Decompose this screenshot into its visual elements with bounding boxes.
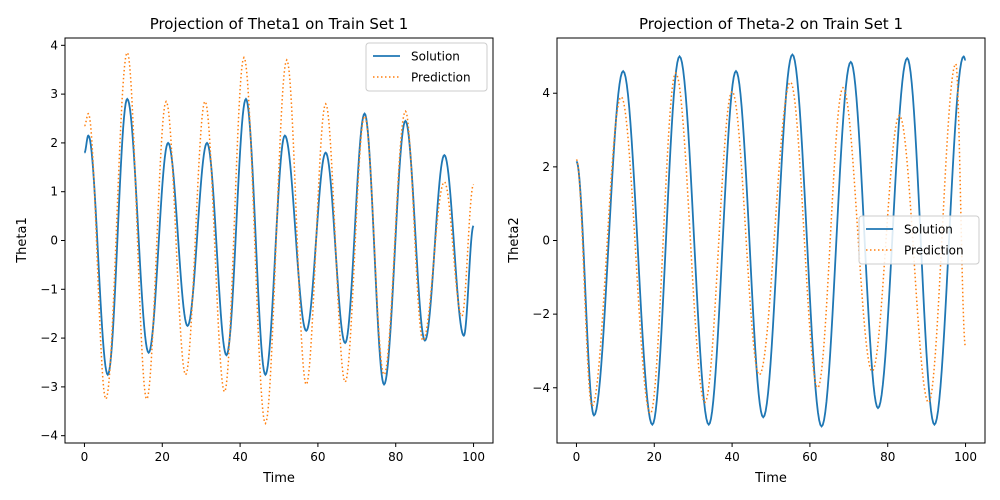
theta1-ticks: 0 20 40 60 80 100 −4 −3 −2 −1 0 1 2 3 4 [40, 38, 485, 464]
theta1-y-tick-label: 2 [50, 136, 58, 150]
theta1-chart: Projection of Theta1 on Train Set 1 Time… [15, 15, 494, 486]
theta2-x-tick-label: 80 [880, 450, 895, 464]
theta2-y-tick-label: 2 [542, 160, 550, 174]
theta1-series-prediction-line [84, 51, 475, 425]
theta2-legend: Solution Prediction [858, 215, 980, 265]
theta2-y-tick-label: −2 [532, 307, 550, 321]
theta1-x-tick-label: 40 [232, 450, 247, 464]
theta1-legend-label-solution: Solution [411, 50, 460, 64]
theta1-x-axis-label: Time [262, 471, 295, 486]
theta1-y-tick-label: −3 [40, 380, 58, 394]
theta1-y-tick-label: 3 [50, 87, 58, 101]
theta2-legend-label-prediction: Prediction [904, 244, 964, 258]
theta2-legend-box [858, 215, 980, 265]
theta2-x-tick-label: 100 [954, 450, 977, 464]
theta2-y-tick-label: 4 [542, 86, 550, 100]
theta1-y-tick-label: −1 [40, 282, 58, 296]
theta1-legend-box [365, 42, 488, 92]
theta1-y-tick-label: 4 [50, 38, 58, 52]
theta1-x-tick-label: 80 [388, 450, 403, 464]
theta2-chart-title: Projection of Theta-2 on Train Set 1 [639, 15, 903, 33]
theta2-x-tick-label: 20 [647, 450, 662, 464]
theta1-x-tick-label: 60 [310, 450, 325, 464]
theta1-legend-label-prediction: Prediction [411, 71, 471, 85]
theta1-y-tick-label: 1 [50, 185, 58, 199]
theta2-y-tick-label: 0 [542, 234, 550, 248]
theta1-x-tick-label: 100 [462, 450, 485, 464]
theta1-chart-title: Projection of Theta1 on Train Set 1 [150, 15, 409, 33]
theta2-x-tick-label: 60 [802, 450, 817, 464]
theta1-y-tick-label: −2 [40, 331, 58, 345]
theta2-chart: Projection of Theta-2 on Train Set 1 Tim… [507, 15, 986, 486]
theta2-x-tick-label: 40 [724, 450, 739, 464]
theta2-x-tick-label: 0 [573, 450, 581, 464]
theta1-y-axis-label: Theta1 [15, 217, 30, 264]
theta1-plot-area [83, 51, 475, 425]
theta2-y-tick-label: −4 [532, 381, 550, 395]
theta1-x-tick-label: 0 [81, 450, 89, 464]
theta1-legend: Solution Prediction [365, 42, 488, 92]
theta1-x-tick-label: 20 [155, 450, 170, 464]
theta1-y-tick-label: 0 [50, 234, 58, 248]
theta2-y-axis-label: Theta2 [507, 217, 522, 264]
theta1-y-tick-label: −4 [40, 429, 58, 443]
theta2-x-axis-label: Time [754, 471, 787, 486]
theta2-ticks: 0 20 40 60 80 100 −4 −2 0 2 4 [532, 86, 977, 464]
theta2-legend-label-solution: Solution [904, 223, 953, 237]
